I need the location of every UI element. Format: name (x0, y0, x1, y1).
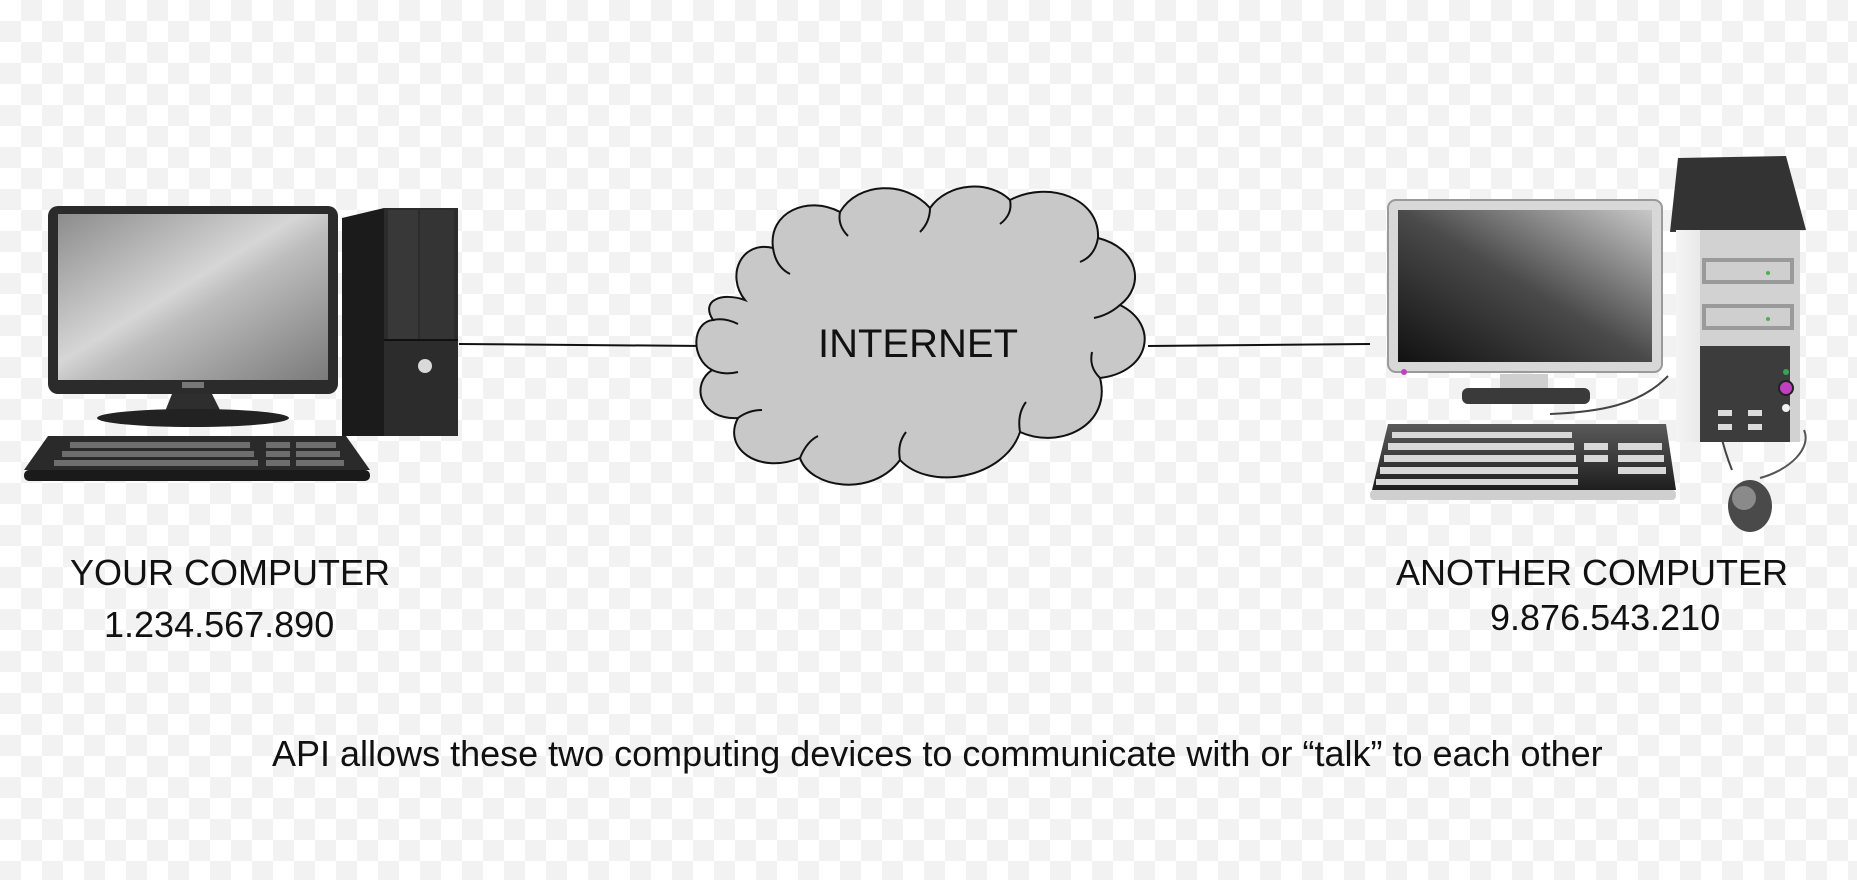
another-computer-ip: 9.876.543.210 (1490, 597, 1721, 638)
another-computer-icon (1370, 156, 1807, 532)
connection-line-left (458, 343, 705, 347)
your-computer-ip: 1.234.567.890 (104, 604, 335, 645)
your-computer-label: YOUR COMPUTER (70, 552, 391, 593)
your-computer-icon (24, 206, 458, 481)
diagram-caption: API allows these two computing devices t… (272, 733, 1603, 774)
another-computer-label: ANOTHER COMPUTER (1396, 552, 1789, 593)
internet-label: INTERNET (818, 322, 1018, 366)
connection-line-right (1147, 343, 1371, 347)
cloud-icon (695, 185, 1146, 486)
